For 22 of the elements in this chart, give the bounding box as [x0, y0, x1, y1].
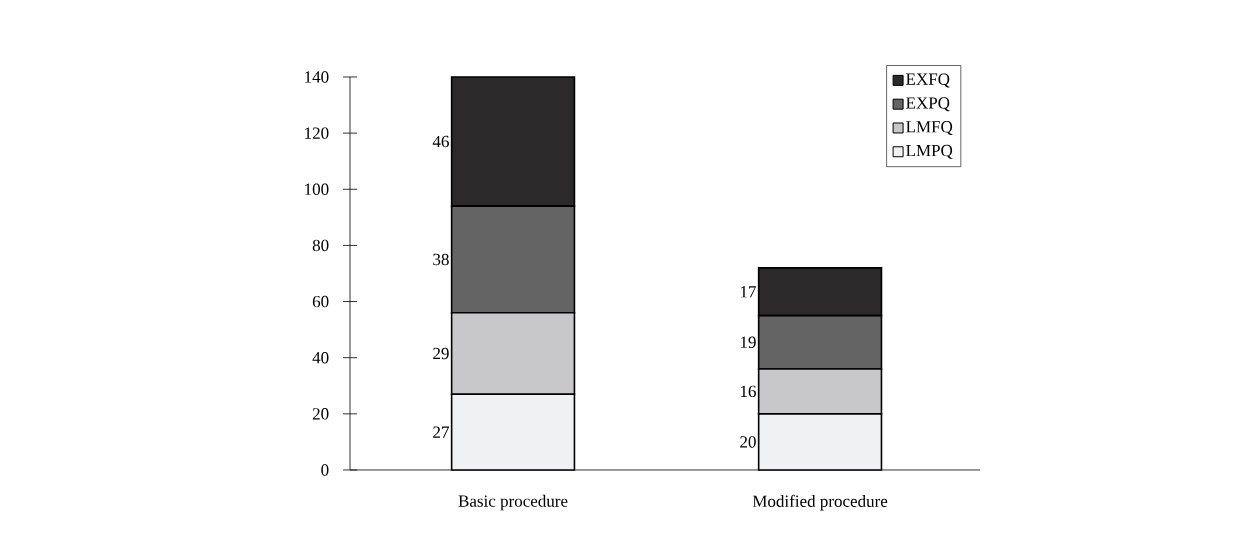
y-tick-label: 120	[305, 127, 329, 139]
data-label: 17	[740, 286, 756, 298]
legend-label: EXFQ	[906, 73, 950, 88]
legend-label: LMFQ	[906, 121, 953, 136]
x-tick-label: Modified procedure	[752, 494, 888, 511]
y-tick-label: 140	[305, 71, 329, 83]
y-tick-label: 0	[321, 464, 329, 476]
legend-label: LMPQ	[906, 144, 953, 159]
data-label: 38	[433, 253, 449, 266]
y-tick-label: 20	[312, 408, 329, 420]
data-label: 27	[433, 426, 449, 438]
y-tick-label: 100	[305, 183, 329, 196]
data-label: 19	[740, 336, 756, 348]
legend-label: EXPQ	[906, 97, 950, 112]
data-label: 16	[740, 385, 756, 398]
x-tick-label: Basic procedure	[458, 494, 568, 511]
data-label: 20	[740, 436, 756, 448]
data-label: 46	[432, 135, 449, 148]
data-label: 29	[433, 347, 449, 360]
y-tick-label: 80	[312, 239, 329, 252]
y-tick-label: 60	[312, 295, 329, 308]
y-tick-label: 40	[312, 351, 329, 364]
